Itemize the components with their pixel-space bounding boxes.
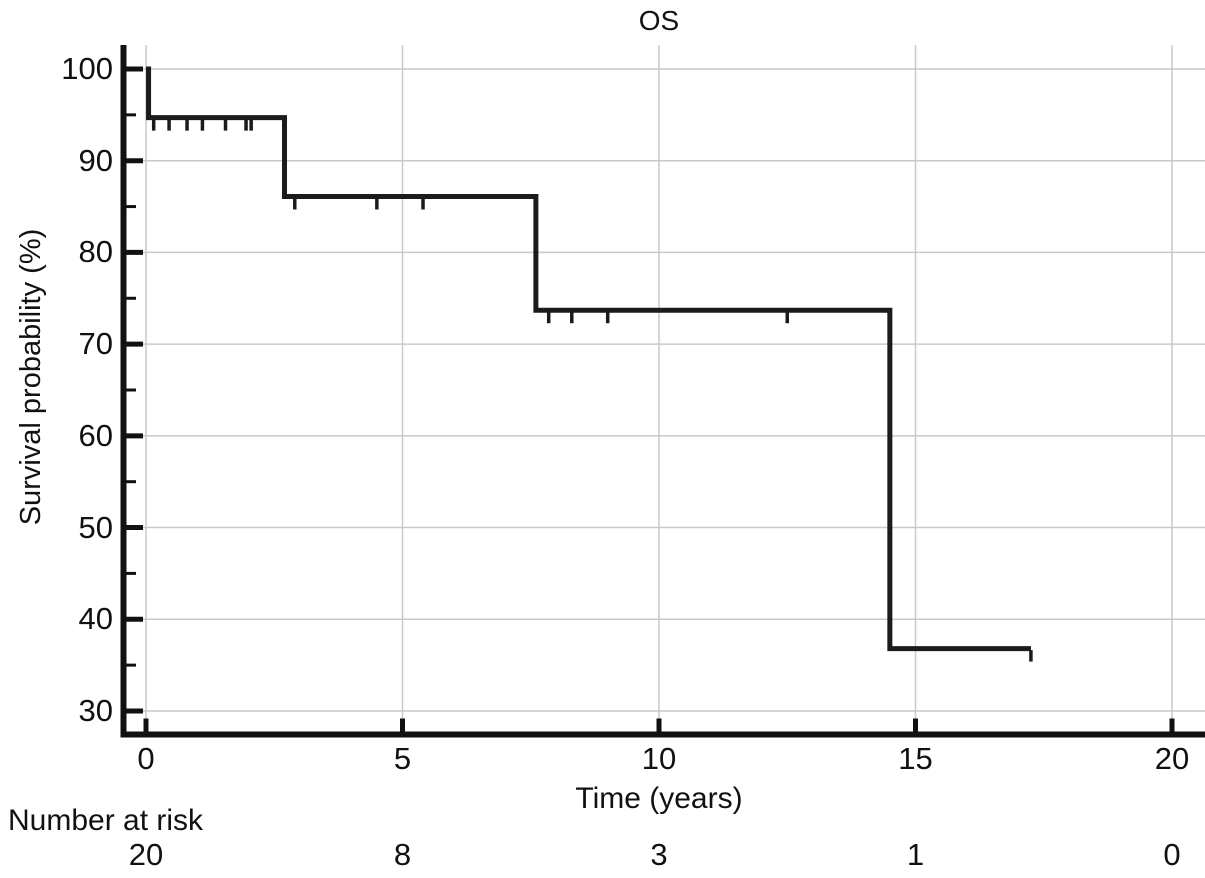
x-tick-label-10: 10 [641,741,677,776]
y-tick-label-30: 30 [78,692,113,728]
x-tick-label-5: 5 [393,741,412,776]
y-tick-label-60: 60 [78,417,113,453]
y-axis-title: Survival probability (%) [15,228,47,526]
risk-count-20: 0 [1163,837,1181,872]
number-at-risk-label: Number at risk [8,804,204,837]
risk-count-10: 3 [650,837,668,872]
chart-title: OS [638,5,680,36]
km-curve [146,66,1031,652]
y-tick-label-90: 90 [78,142,113,178]
y-tick-label-50: 50 [78,509,113,545]
risk-count-5: 8 [393,837,412,872]
x-tick-label-20: 20 [1154,741,1190,776]
y-tick-label-100: 100 [61,51,113,86]
x-tick-label-15: 15 [898,741,933,776]
y-tick-label-40: 40 [78,601,113,637]
x-tick-label-0: 0 [137,741,155,776]
risk-count-0: 20 [128,837,164,872]
x-axis-title: Time (years) [575,782,743,815]
risk-count-15: 1 [906,837,925,872]
y-tick-label-80: 80 [78,234,113,270]
y-tick-label-70: 70 [78,326,113,362]
